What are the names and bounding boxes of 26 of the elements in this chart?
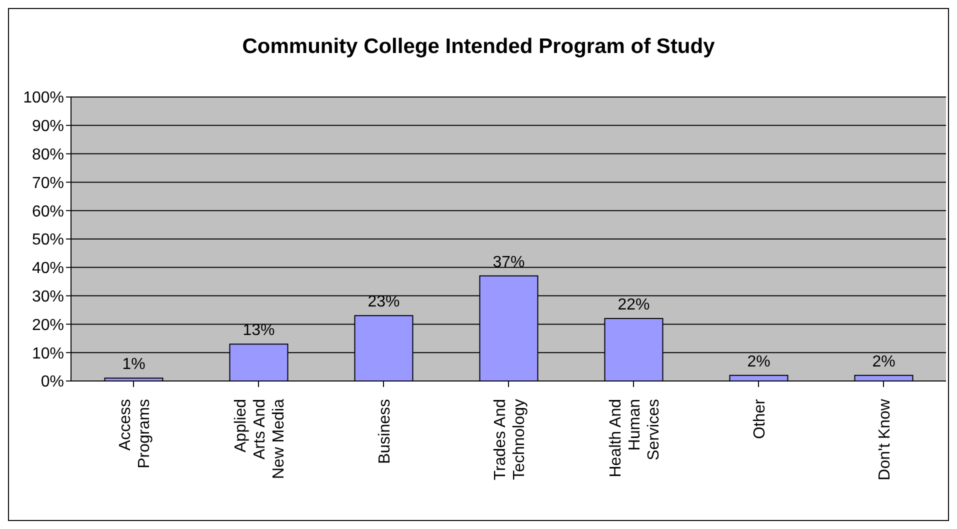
x-tick-label: Business xyxy=(376,399,394,464)
y-tick-label: 100% xyxy=(23,90,64,107)
x-tick-label: Health And Human Services xyxy=(608,399,662,478)
x-tick-label: Trades And Technology xyxy=(492,399,528,480)
y-tick-label: 90% xyxy=(32,118,64,136)
data-label: 2% xyxy=(872,353,896,370)
data-label: 22% xyxy=(618,296,650,314)
x-tick-label: Don't Know xyxy=(876,398,894,480)
x-tick-label: Applied Arts And New Media xyxy=(232,398,288,480)
y-tick-label: 80% xyxy=(32,146,64,164)
y-tick-label: 10% xyxy=(32,345,64,362)
data-label: 13% xyxy=(242,322,275,340)
chart-title: Community College Intended Program of Study xyxy=(241,35,716,59)
y-tick-label: 20% xyxy=(32,316,64,334)
x-tick-label: Other xyxy=(752,398,768,440)
y-tick-label: 70% xyxy=(32,174,64,192)
y-tick-label: 50% xyxy=(32,232,64,249)
data-label: 2% xyxy=(747,353,770,370)
y-tick-label: 60% xyxy=(32,203,64,220)
y-tick-label: 40% xyxy=(32,260,64,278)
x-tick-label: Access Programs xyxy=(117,399,153,468)
data-label: 1% xyxy=(122,356,146,374)
y-tick-label: 30% xyxy=(32,288,64,306)
y-tick-label: 0% xyxy=(40,374,64,391)
data-label: 23% xyxy=(368,294,400,311)
data-label: 37% xyxy=(492,254,525,271)
